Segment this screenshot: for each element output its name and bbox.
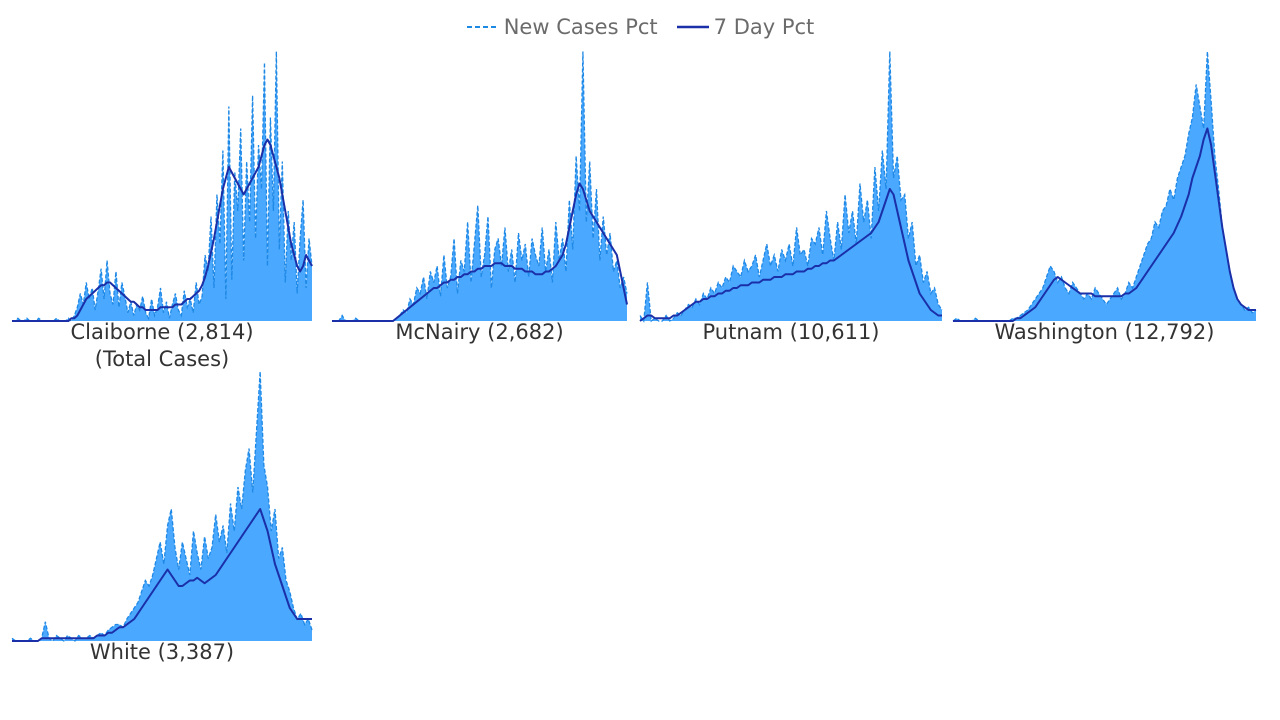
solid-line-swatch-icon [676,25,709,29]
panel-subtitle: (Total Cases) [94,347,230,371]
panel-title: Putnam (10,611) [702,320,880,344]
chart-legend: New Cases Pct 7 Day Pct [0,12,1280,42]
new-cases-area [640,51,942,321]
seven-day-line [332,182,628,322]
seven-day-line [12,138,313,322]
legend-item-new-cases: New Cases Pct [466,15,658,39]
seven-day-line [953,127,1256,322]
legend-label-7-day: 7 Day Pct [713,15,815,39]
seven-day-line [12,508,312,642]
chart-plot-white [11,371,313,642]
chart-panel-mcnairy: McNairy (2,682) [332,40,628,360]
seven-day-line [639,188,942,322]
chart-plot-mcnairy [332,51,628,322]
dashed-line-swatch-icon [466,26,499,28]
new-cases-line [12,51,313,323]
panel-title: Washington (12,792) [994,320,1215,344]
new-cases-area [332,51,627,321]
new-cases-line [11,371,313,642]
new-cases-area [12,371,312,641]
new-cases-area [12,51,312,321]
panel-title: McNairy (2,682) [395,320,564,344]
panel-title: Claiborne (2,814) [70,320,254,344]
chart-panel-washington: Washington (12,792) [952,40,1257,360]
chart-plot-washington [952,51,1257,322]
chart-panel-putnam: Putnam (10,611) [639,40,943,360]
new-cases-area [953,51,1256,321]
legend-item-7-day: 7 Day Pct [676,15,815,39]
panel-title: White (3,387) [89,640,235,664]
chart-panel-white: White (3,387) [11,360,313,680]
chart-panel-claiborne: Claiborne (2,814) (Total Cases) [12,40,313,380]
legend-label-new-cases: New Cases Pct [503,15,658,39]
chart-plot-putnam [639,51,943,323]
chart-plot-claiborne [12,51,313,323]
